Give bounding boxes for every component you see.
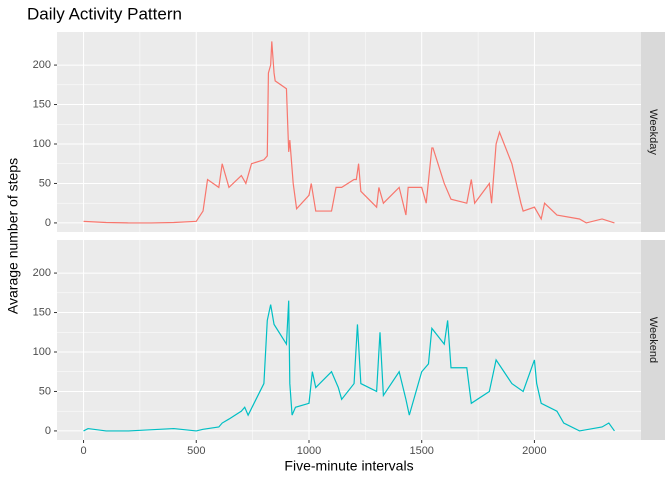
- x-axis-title: Five-minute intervals: [284, 458, 413, 474]
- y-tick-label: 50: [39, 385, 51, 397]
- y-axis-title: Avarage number of steps: [5, 158, 21, 314]
- strip: [641, 240, 665, 440]
- y-tick-label: 150: [33, 98, 51, 110]
- y-tick-label: 200: [33, 59, 51, 71]
- x-tick-label: 2000: [522, 445, 546, 457]
- strip-label: Weekend: [647, 317, 659, 363]
- y-tick-label: 0: [45, 217, 51, 229]
- strip: [641, 32, 665, 232]
- x-tick-label: 0: [80, 445, 86, 457]
- y-tick-label: 50: [39, 177, 51, 189]
- y-tick-label: 100: [33, 138, 51, 150]
- strip-label: Weekday: [647, 109, 659, 155]
- y-tick-label: 200: [33, 267, 51, 279]
- series-line: [83, 300, 615, 432]
- panel-background: [57, 32, 641, 232]
- y-tick-label: 100: [33, 346, 51, 358]
- x-tick-label: 1000: [297, 445, 321, 457]
- x-tick-label: 1500: [409, 445, 433, 457]
- chart-title: Daily Activity Pattern: [27, 4, 182, 23]
- y-tick-label: 0: [45, 425, 51, 437]
- x-tick-label: 500: [187, 445, 205, 457]
- series-line: [83, 41, 615, 224]
- y-tick-label: 150: [33, 306, 51, 318]
